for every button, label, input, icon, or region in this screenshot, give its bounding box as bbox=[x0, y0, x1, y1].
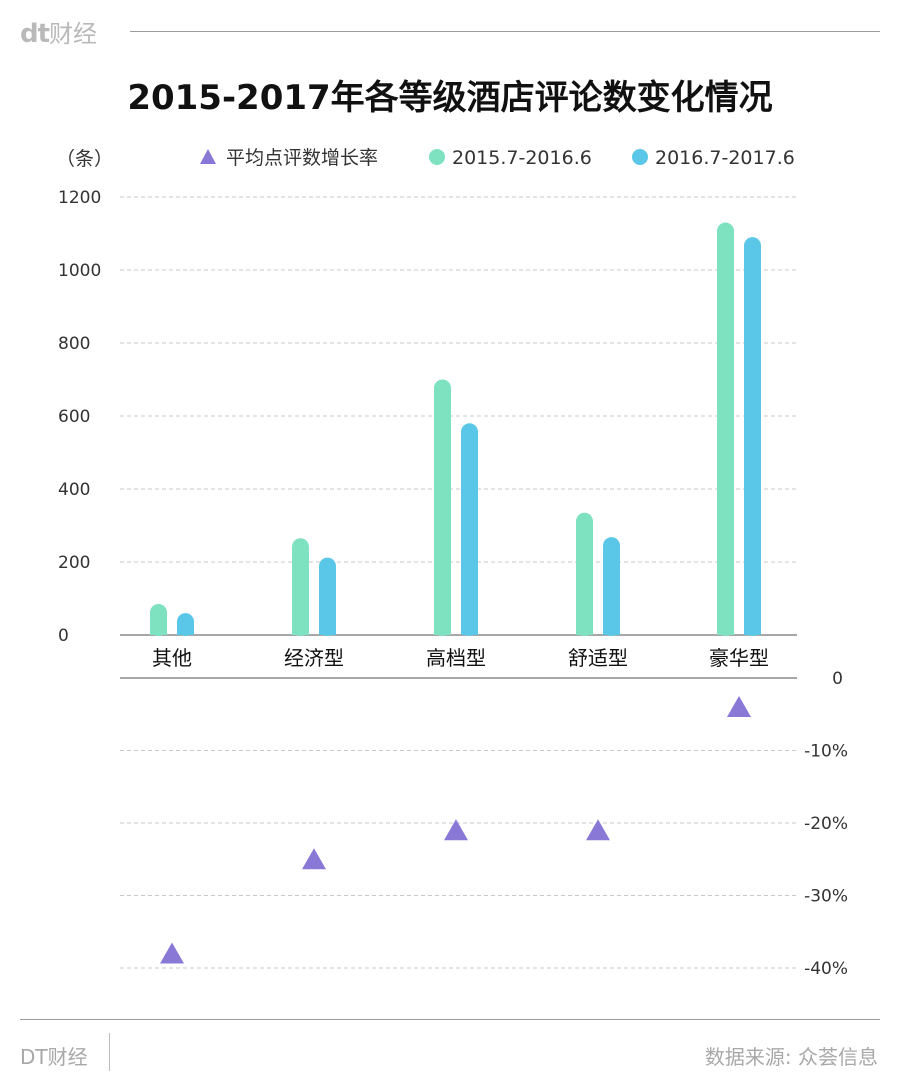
y-tick-label: 1000 bbox=[58, 261, 101, 281]
bar-base-2015 bbox=[576, 626, 593, 635]
category-label: 其他 bbox=[152, 646, 192, 670]
header-rule bbox=[130, 31, 880, 32]
bar-base-2016 bbox=[461, 626, 478, 635]
growth-marker bbox=[160, 942, 184, 964]
bar-base-2016 bbox=[603, 626, 620, 635]
bar-base-2015 bbox=[717, 626, 734, 635]
bar-2015 bbox=[434, 379, 451, 636]
y-tick-label: 800 bbox=[58, 334, 90, 354]
logo-text: 财经 bbox=[49, 20, 98, 48]
bar-base-2016 bbox=[319, 626, 336, 635]
category-label: 舒适型 bbox=[568, 646, 628, 670]
category-label: 豪华型 bbox=[709, 646, 769, 670]
growth-marker bbox=[444, 819, 468, 841]
bar-2016 bbox=[461, 423, 478, 636]
growth-tick-label: -40% bbox=[804, 959, 848, 979]
bar-2016 bbox=[744, 237, 761, 636]
growth-marker bbox=[586, 819, 610, 841]
chart-title: 2015-2017年各等级酒店评论数变化情况 bbox=[127, 78, 773, 118]
growth-marker bbox=[727, 696, 751, 717]
legend-label-2015: 2015.7-2016.6 bbox=[452, 147, 592, 169]
y-tick-label: 400 bbox=[58, 480, 90, 500]
bar-base-2015 bbox=[150, 626, 167, 635]
data-source: 数据来源: 众荟信息 bbox=[704, 1045, 878, 1069]
logo: dt财经 bbox=[20, 14, 97, 49]
logo-mark: dt bbox=[20, 19, 50, 49]
bar-2015 bbox=[717, 222, 734, 637]
bar-2015 bbox=[576, 512, 593, 636]
growth-tick-label: -30% bbox=[804, 887, 848, 907]
bar-2016 bbox=[603, 537, 620, 636]
footer-rule bbox=[20, 1019, 880, 1020]
bar-base-2015 bbox=[292, 626, 309, 635]
growth-marker bbox=[302, 848, 326, 870]
footer-divider bbox=[109, 1033, 110, 1071]
y-tick-label: 600 bbox=[58, 407, 90, 427]
bar-base-2016 bbox=[177, 626, 194, 635]
growth-tick-label: -20% bbox=[804, 814, 848, 834]
y-tick-label: 1200 bbox=[58, 188, 101, 208]
legend-label-2016: 2016.7-2017.6 bbox=[655, 147, 795, 169]
category-label: 经济型 bbox=[284, 646, 344, 670]
bar-2016 bbox=[319, 557, 336, 636]
bar-2015 bbox=[292, 538, 309, 636]
y-tick-label: 0 bbox=[58, 626, 69, 646]
legend-dot-2016 bbox=[632, 149, 648, 165]
growth-tick-label: 0 bbox=[832, 669, 843, 689]
footer-brand: DT财经 bbox=[20, 1045, 88, 1069]
legend-label-growth: 平均点评数增长率 bbox=[226, 147, 378, 169]
legend-triangle-marker bbox=[200, 149, 216, 164]
bar-base-2016 bbox=[744, 626, 761, 635]
growth-tick-label: -10% bbox=[804, 742, 848, 762]
category-label: 高档型 bbox=[426, 646, 486, 670]
legend-dot-2015 bbox=[429, 149, 445, 165]
y-tick-label: 200 bbox=[58, 553, 90, 573]
y-axis-unit: （条） bbox=[56, 148, 113, 170]
bar-base-2015 bbox=[434, 626, 451, 635]
